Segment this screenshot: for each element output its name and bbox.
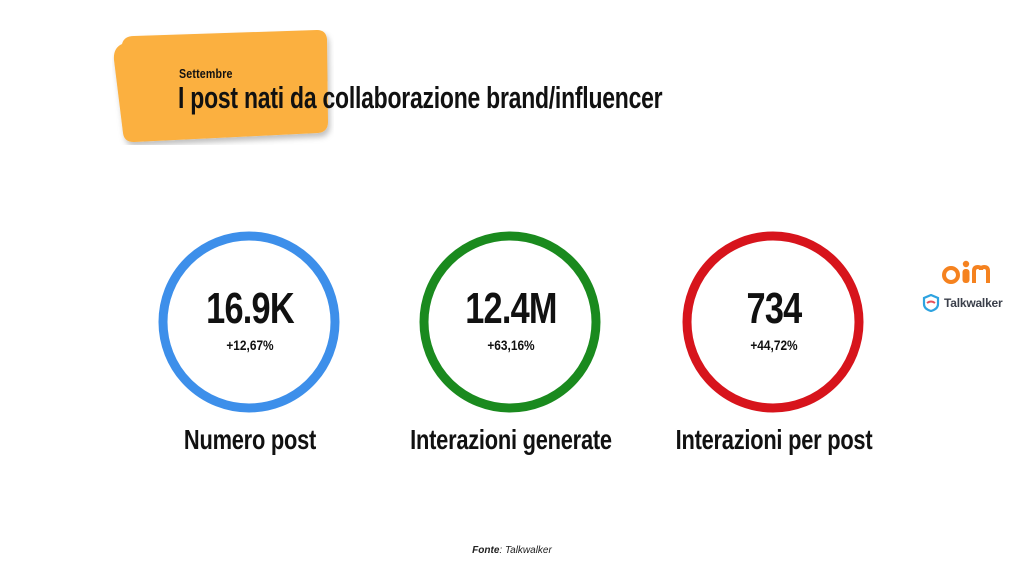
source-name: : Talkwalker — [499, 545, 552, 556]
metric-value: 12.4M — [465, 284, 557, 333]
title-block: Settembre I post nati da collaborazione … — [0, 0, 1024, 160]
metric-ring — [419, 231, 601, 413]
source-prefix: Fonte — [472, 545, 500, 556]
metric-label: Interazioni generate — [410, 424, 612, 455]
metric-card-interazioni-per-post: 734 +44,72% Interazioni per post — [644, 210, 904, 470]
metric-ring — [682, 231, 864, 413]
metric-ring — [158, 231, 340, 413]
talkwalker-label: Talkwalker — [944, 296, 1003, 310]
metric-change: +12,67% — [226, 337, 274, 353]
metric-card-numero-post: 16.9K +12,67% Numero post — [120, 210, 380, 470]
metric-label: Interazioni per post — [675, 424, 873, 455]
metric-card-interazioni-generate: 12.4M +63,16% Interazioni generate — [381, 210, 641, 470]
talkwalker-logo: Talkwalker — [922, 294, 1003, 312]
metric-change: +44,72% — [750, 337, 798, 353]
talkwalker-icon — [922, 294, 940, 312]
metric-value: 16.9K — [206, 284, 294, 333]
metric-change: +63,16% — [487, 337, 535, 353]
metric-value: 734 — [746, 284, 803, 333]
oim-logo-icon — [942, 260, 990, 284]
title-highlight-shape — [113, 30, 329, 142]
source-note: Fonte: Talkwalker — [0, 545, 1024, 556]
page-title: I post nati da collaborazione brand/infl… — [178, 80, 663, 115]
metric-label: Numero post — [183, 424, 317, 455]
page-subtitle: Settembre — [179, 66, 233, 81]
partner-logos: Talkwalker — [920, 258, 1020, 328]
